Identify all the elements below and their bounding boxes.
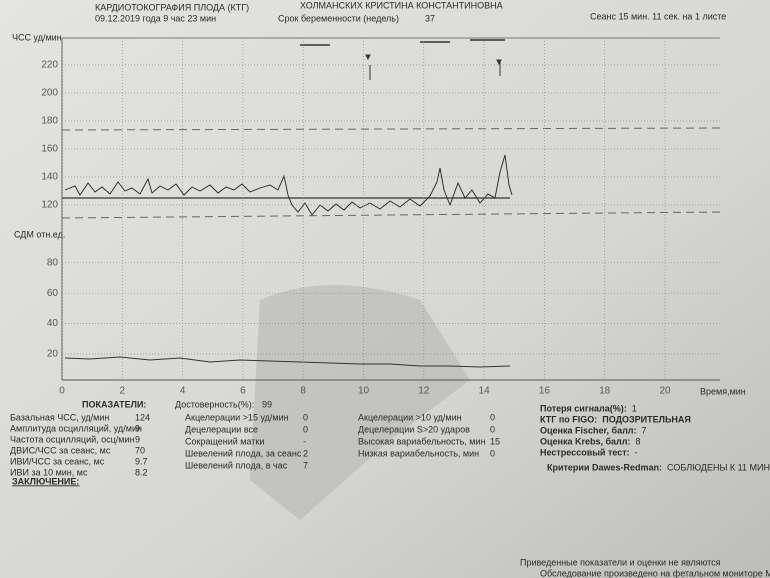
indicator-value: 0 — [303, 412, 308, 422]
indicator-value: 0 — [303, 424, 308, 434]
x-tick-label: 16 — [539, 386, 551, 397]
y-tick-label: 60 — [47, 288, 59, 299]
time-label: Время,мин — [700, 386, 746, 396]
x-tick-label: 18 — [599, 386, 611, 397]
summary-label: Потеря сигнала(%): — [540, 403, 627, 413]
indicator-value: 7 — [303, 460, 308, 470]
shadow — [250, 285, 470, 520]
summary-label: Нестрессовый тест: — [540, 447, 630, 457]
y-tick-label: 40 — [47, 318, 59, 329]
reliability-label: Достоверность(%): — [175, 399, 254, 409]
indicator-label: Низкая вариабельность, мин — [358, 448, 479, 458]
indicator-value: - — [303, 436, 306, 446]
hr-label: ЧСС уд/мин — [12, 32, 62, 42]
gestation-value: 37 — [425, 13, 435, 23]
indicator-value: 9 — [135, 423, 140, 433]
x-tick-label: 2 — [120, 386, 126, 397]
y-tick-label: 80 — [47, 257, 59, 268]
session: Сеанс 15 мин. 11 сек. на 1 листе — [590, 11, 726, 21]
indicators-title: ПОКАЗАТЕЛИ: — [82, 399, 146, 409]
summary-value: 7 — [642, 425, 647, 435]
limit-line — [61, 127, 721, 131]
summary-value: - — [635, 447, 638, 457]
footer-device: Обследование произведено на фетальном мо… — [540, 568, 770, 578]
indicator-label: Амплитуда осцилляций, уд/мин — [10, 423, 142, 433]
indicator-label: Шевелений плода, в час — [185, 460, 288, 470]
summary-label: Оценка Fischer, балл: — [540, 425, 637, 435]
indicator-label: ИВИ/ЧСС за сеанс, мс — [10, 456, 105, 466]
indicator-value: 2 — [303, 448, 308, 458]
y-tick-label: 140 — [41, 172, 58, 183]
conclusion: ЗАКЛЮЧЕНИЕ: — [12, 476, 79, 486]
y-tick-label: 200 — [41, 88, 58, 99]
marker-line — [300, 39, 505, 46]
indicator-value: 15 — [490, 436, 500, 446]
footer-note: Приведенные показатели и оценки не являю… — [520, 557, 721, 567]
x-tick-label: 20 — [659, 386, 671, 397]
reliability-value: 99 — [262, 399, 272, 409]
summary-label: Оценка Krebs, балл: — [540, 436, 631, 446]
y-tick-label: 20 — [47, 349, 59, 360]
event-marker — [365, 54, 502, 80]
indicator-label: Базальная ЧСС, уд/мин — [10, 412, 109, 422]
x-tick-label: 6 — [240, 386, 246, 397]
indicator-value: 0 — [490, 412, 495, 422]
x-tick-label: 14 — [479, 386, 491, 397]
indicator-label: Акцелерации >10 уд/мин — [358, 412, 462, 422]
indicator-value: 70 — [135, 445, 145, 455]
x-tick-label: 0 — [59, 386, 65, 397]
y-tick-label: 120 — [41, 200, 58, 211]
indicator-label: Шевелений плода, за сеанс — [185, 448, 302, 458]
indicator-label: Сокращений матки — [185, 436, 264, 446]
x-tick-label: 10 — [358, 386, 370, 397]
summary-value: ПОДОЗРИТЕЛЬНАЯ — [602, 414, 691, 424]
gestation-label: Срок беременности (недель) — [278, 13, 399, 23]
indicator-value: 8.2 — [135, 467, 148, 477]
indicator-label: ИВИ за 10 мин, мс — [10, 467, 88, 477]
summary-value: 1 — [632, 403, 637, 413]
indicator-label: Частота осцилляций, осц/мин — [10, 434, 135, 444]
indicator-value: 9.7 — [135, 456, 148, 466]
y-tick-label: 220 — [41, 60, 58, 71]
x-tick-label: 8 — [300, 386, 306, 397]
y-tick-label: 160 — [41, 144, 58, 155]
indicator-label: Высокая вариабельность, мин — [358, 436, 486, 446]
indicator-label: ДВИС/ЧСС за сеанс, мс — [10, 445, 111, 455]
indicator-label: Децелерации все — [185, 424, 258, 434]
toco-label: СДМ отн.ед. — [14, 229, 65, 239]
y-tick-label: 180 — [41, 116, 58, 127]
indicator-value: 9 — [135, 434, 140, 444]
limit-line — [61, 211, 721, 219]
indicator-value: 0 — [490, 448, 495, 458]
summary-label: Критерии Dawes-Redman: — [547, 462, 662, 472]
summary-value: СОБЛЮДЕНЫ К 11 МИН — [667, 462, 770, 472]
indicator-value: 0 — [490, 424, 495, 434]
indicator-value: 124 — [135, 412, 150, 422]
summary-label: КТГ по FIGO: — [540, 414, 597, 424]
indicator-label: Акцелерации >15 уд/мин — [185, 412, 289, 422]
header-datetime: 09.12.2019 года 9 час 23 мин — [95, 13, 216, 23]
header-patient: ХОЛМАНСКИХ КРИСТИНА КОНСТАНТИНОВНА — [300, 0, 503, 10]
header-title: КАРДИОТОКОГРАФИЯ ПЛОДА (КТГ) — [95, 2, 249, 12]
indicator-label: Децелерации S>20 ударов — [358, 424, 470, 434]
summary-value: 8 — [636, 436, 641, 446]
x-tick-label: 12 — [418, 386, 430, 397]
toco-trace — [64, 356, 511, 368]
x-tick-label: 4 — [180, 386, 186, 397]
